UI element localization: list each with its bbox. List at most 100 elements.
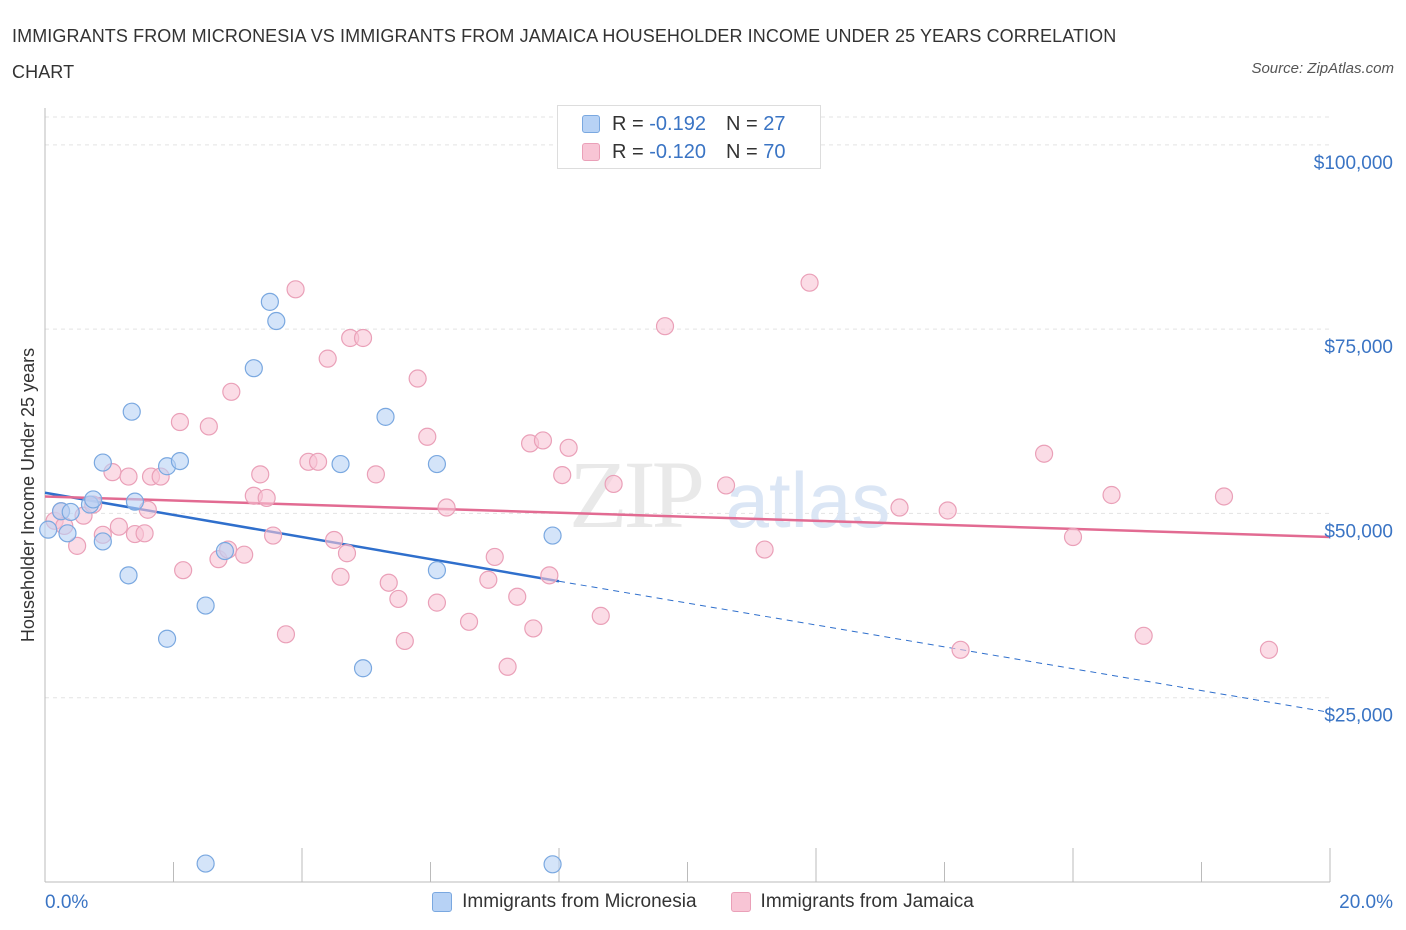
jamaica-point (109, 517, 128, 536)
jamaica-point (1259, 640, 1279, 659)
axes (44, 108, 1331, 883)
micronesia-point (353, 659, 373, 678)
jamaica-point (174, 561, 193, 580)
jamaica-point (800, 273, 819, 292)
legend-label: Immigrants from Jamaica (760, 891, 974, 912)
jamaica-point (655, 317, 675, 336)
correlation-legend: R = -0.192 N = 27 R = -0.120 N = 70 (557, 105, 821, 169)
micronesia-point (376, 407, 395, 426)
y-tick-label: $100,000 (1314, 153, 1393, 174)
jamaica-point (459, 612, 479, 631)
jamaica-point (559, 438, 578, 457)
r-label: R = (612, 140, 644, 163)
jamaica-point (68, 536, 87, 555)
micronesia-swatch (582, 115, 600, 133)
micronesia-point (93, 532, 112, 551)
jamaica-point (379, 573, 398, 592)
jamaica-point (257, 488, 276, 508)
micronesia-point (331, 454, 350, 474)
jamaica-point (331, 567, 350, 586)
jamaica-swatch (730, 892, 751, 912)
micronesia-point (196, 596, 215, 615)
jamaica-point (389, 589, 408, 609)
jamaica-point (337, 544, 357, 563)
micronesia-trend-line (44, 491, 560, 583)
micronesia-point (122, 402, 141, 421)
jamaica-point (135, 524, 154, 543)
n-value: 70 (763, 140, 786, 163)
jamaica-point (119, 467, 138, 486)
r-value: -0.192 (649, 112, 706, 135)
jamaica-point (308, 452, 328, 471)
micronesia-point (170, 451, 190, 471)
chart-title: IMMIGRANTS FROM MICRONESIA VS IMMIGRANTS… (12, 26, 1117, 82)
jamaica-point (138, 500, 157, 519)
jamaica-point (286, 280, 305, 299)
jamaica-swatch (582, 143, 600, 161)
jamaica-point (437, 498, 456, 517)
jamaica-point (553, 465, 572, 485)
jamaica-point (353, 328, 373, 348)
micronesia-point (244, 359, 263, 378)
data-points (39, 273, 1279, 874)
micronesia-point (58, 524, 77, 543)
jamaica-point (251, 465, 270, 484)
jamaica-point (890, 498, 909, 517)
jamaica-point (408, 369, 427, 388)
micronesia-point (125, 492, 145, 511)
r-label: R = (612, 112, 644, 135)
y-tick-label: $75,000 (1324, 337, 1393, 358)
jamaica-point (418, 427, 437, 446)
jamaica-point (366, 465, 385, 484)
legend-item-jamaica[interactable]: Immigrants from Jamaica (730, 891, 974, 913)
micronesia-point (61, 502, 80, 522)
jamaica-point (199, 417, 218, 436)
micronesia-point (196, 854, 215, 873)
micronesia-point (267, 311, 286, 331)
jamaica-point (533, 431, 553, 450)
micronesia-point (39, 520, 58, 539)
n-label: N = (725, 140, 758, 163)
y-axis-label: Householder Income Under 25 years (18, 348, 38, 642)
jamaica-point (524, 619, 543, 638)
legend-row-jamaica: R = -0.120 N = 70 (582, 138, 785, 166)
micronesia-point (543, 855, 562, 874)
jamaica-point (604, 474, 623, 494)
jamaica-point (1063, 527, 1083, 547)
jamaica-point (1214, 487, 1234, 506)
jamaica-point (498, 657, 517, 676)
jamaica-point (276, 625, 296, 644)
micronesia-point (427, 454, 447, 474)
micronesia-point (427, 561, 447, 580)
micronesia-point (260, 292, 279, 311)
micronesia-point (543, 526, 562, 545)
y-tick-label: $25,000 (1324, 706, 1393, 727)
jamaica-point (938, 501, 957, 520)
r-value: -0.120 (649, 140, 706, 163)
jamaica-point (263, 526, 283, 545)
jamaica-point (1134, 626, 1153, 645)
micronesia-swatch (432, 892, 453, 912)
n-value: 27 (763, 112, 786, 135)
axis-labels: $25,000 $50,000 $75,000 $100,000 0.0% 20.0% Ho… (18, 153, 1393, 913)
legend-label: Immigrants from Micronesia (462, 891, 697, 912)
jamaica-point (716, 476, 736, 495)
n-label: N = (725, 112, 758, 135)
jamaica-point (479, 570, 498, 589)
jamaica-point (170, 412, 190, 432)
gridlines (45, 116, 1330, 699)
jamaica-point (427, 593, 447, 612)
jamaica-point (325, 530, 344, 550)
jamaica-point (485, 547, 504, 567)
micronesia-point (215, 541, 234, 561)
x-tick-label: 0.0% (45, 892, 88, 913)
y-tick-label: $50,000 (1324, 521, 1393, 542)
jamaica-point (755, 540, 774, 559)
micronesia-point (157, 629, 177, 648)
jamaica-point (1034, 444, 1054, 463)
jamaica-point (235, 545, 254, 564)
jamaica-point (395, 631, 414, 651)
watermark-atlas: atlas (726, 456, 891, 544)
legend-item-micronesia[interactable]: Immigrants from Micronesia (432, 891, 697, 913)
